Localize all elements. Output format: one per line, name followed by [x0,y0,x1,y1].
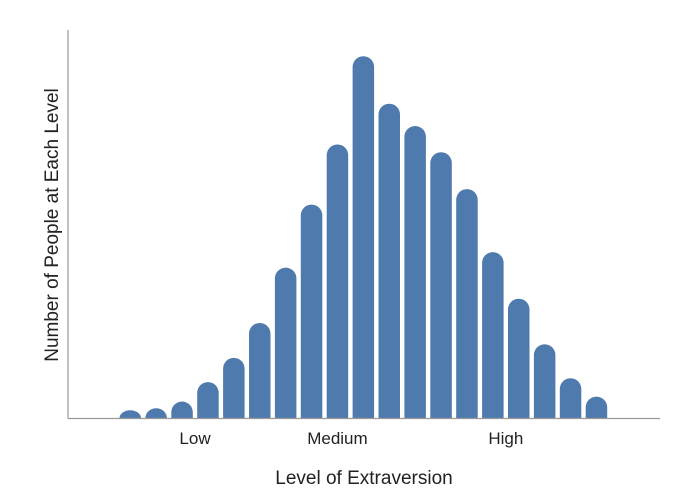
bars [119,56,608,418]
x-tick-label: High [488,429,523,448]
bar [430,152,452,418]
bar [559,378,582,418]
bar [274,267,297,418]
bar [352,56,375,418]
x-tick-labels: Low Medium High [179,429,523,448]
bar [145,408,167,418]
x-tick-label: Low [179,429,211,448]
bar [300,204,323,418]
bar [119,410,141,418]
bar [223,357,245,418]
y-axis-label: Number of People at Each Level [42,88,63,362]
bar [197,382,219,418]
bar [585,396,608,418]
bar [404,126,426,418]
bar [482,252,504,418]
bar [378,103,400,418]
bar [171,401,193,418]
bar [249,322,271,418]
bar [508,298,530,418]
bar [456,189,478,418]
bar [533,344,556,418]
x-tick-label: Medium [307,429,367,448]
bar [326,144,349,418]
x-axis-label: Level of Extraversion [275,468,452,489]
